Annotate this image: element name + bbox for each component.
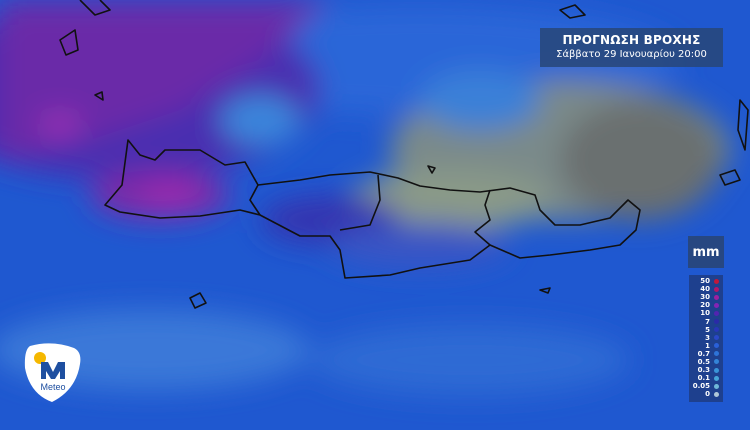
legend-swatch: [714, 391, 719, 397]
legend-item: 0.1: [689, 374, 723, 382]
legend-swatch: [714, 351, 719, 357]
legend-swatch: [714, 310, 719, 316]
legend-unit: mm: [688, 236, 724, 268]
legend-label: 0.3: [697, 366, 710, 375]
legend-item: 1: [689, 342, 723, 350]
legend-swatch: [714, 319, 719, 325]
legend-label: 10: [700, 309, 710, 318]
legend-label: 3: [705, 333, 710, 342]
meteo-logo: Meteo: [22, 342, 82, 404]
legend-label: 1: [705, 341, 710, 350]
legend-item: 0.7: [689, 350, 723, 358]
legend-swatch: [714, 278, 719, 284]
legend-swatch: [714, 335, 719, 341]
legend-swatch: [714, 286, 719, 292]
legend-item: 3: [689, 334, 723, 342]
legend-swatch: [714, 359, 719, 365]
legend-item: 20: [689, 301, 723, 309]
legend-item: 40: [689, 285, 723, 293]
legend-swatch: [714, 375, 719, 381]
legend-swatch: [714, 343, 719, 349]
legend-label: 20: [700, 301, 710, 310]
legend-swatch: [714, 327, 719, 333]
precipitation-legend: 50 40 30 20 10 7 5 3 1 0.7 0.5 0.3 0.1 0.05 0: [689, 275, 723, 402]
legend-label: 0.7: [697, 349, 710, 358]
legend-item: 0.05: [689, 382, 723, 390]
forecast-title: ΠΡΟΓΝΩΣΗ ΒΡΟΧΗΣ: [562, 33, 701, 47]
legend-swatch: [714, 302, 719, 308]
crete-outline: [59, 0, 749, 309]
legend-label: 0: [705, 390, 710, 399]
legend-item: 10: [689, 309, 723, 317]
legend-item: 50: [689, 277, 723, 285]
forecast-datetime: Σάββατο 29 Ιανουαρίου 20:00: [556, 49, 707, 60]
legend-label: 5: [705, 325, 710, 334]
m-letter: [41, 362, 65, 379]
legend-label: 40: [700, 285, 710, 294]
legend-label: 0.5: [697, 357, 710, 366]
legend-label: 0.05: [692, 382, 710, 391]
legend-swatch: [714, 383, 719, 389]
forecast-title-box: ΠΡΟΓΝΩΣΗ ΒΡΟΧΗΣ Σάββατο 29 Ιανουαρίου 20…: [540, 28, 723, 67]
legend-swatch: [714, 367, 719, 373]
legend-label: 7: [705, 317, 710, 326]
legend-item: 7: [689, 317, 723, 326]
legend-label: 0.1: [697, 374, 710, 383]
legend-label: 50: [700, 277, 710, 286]
legend-item: 0: [689, 390, 723, 398]
legend-item: 0.5: [689, 358, 723, 366]
legend-swatch: [714, 294, 719, 300]
logo-text: Meteo: [40, 382, 65, 392]
legend-item: 0.3: [689, 366, 723, 374]
legend-item: 5: [689, 326, 723, 334]
sun-icon: [34, 352, 46, 364]
legend-label: 30: [700, 293, 710, 302]
legend-item: 30: [689, 293, 723, 301]
